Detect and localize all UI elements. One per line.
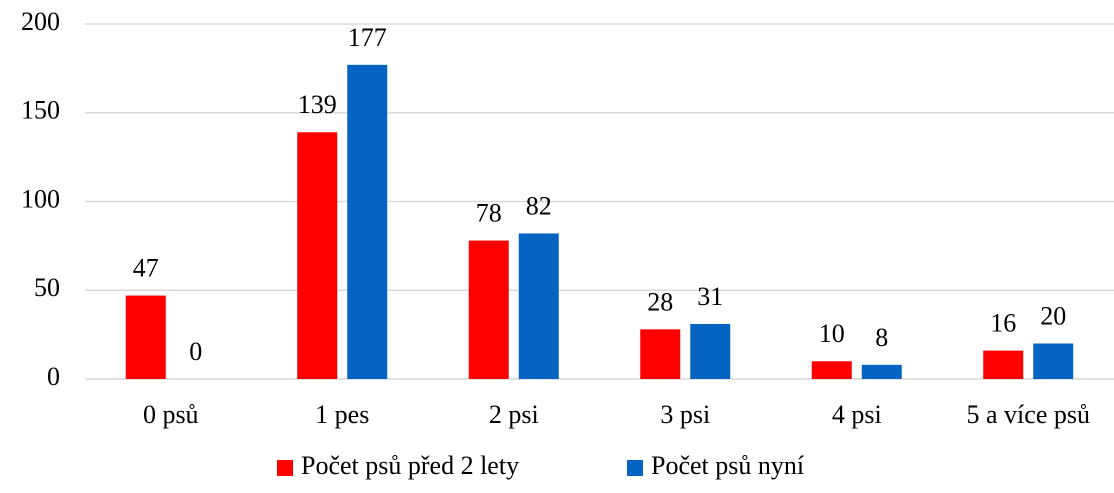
y-tick-label: 100 [21,184,60,213]
data-label: 31 [697,282,723,311]
bar [1033,343,1074,379]
bar [983,350,1024,379]
x-tick-label: 2 psi [489,400,539,429]
y-tick-label: 200 [21,7,60,36]
data-label: 82 [526,191,552,220]
bar [125,295,166,379]
y-tick-label: 0 [47,362,60,391]
bar [640,329,681,379]
data-label: 20 [1040,301,1066,330]
bar [861,364,902,379]
data-label: 47 [133,254,159,283]
bar [690,323,731,379]
data-label: 8 [875,323,888,352]
x-tick-label: 1 pes [315,400,369,429]
data-label: 177 [348,23,387,52]
x-tick-label: 4 psi [832,400,882,429]
x-tick-label: 5 a více psů [967,400,1090,429]
data-label: 28 [647,287,673,316]
bar [468,240,509,379]
legend-swatch [627,460,643,476]
legend-label: Počet psů před 2 lety [301,451,519,480]
bar [297,132,338,379]
y-tick-label: 50 [34,273,60,302]
data-label: 10 [819,319,845,348]
bar [811,361,852,379]
legend-swatch [277,460,293,476]
x-tick-label: 0 psů [143,400,199,429]
legend-label: Počet psů nyní [651,451,804,480]
data-label: 0 [189,337,202,366]
data-label: 78 [476,199,502,228]
data-label: 16 [990,309,1016,338]
x-tick-label: 3 psi [660,400,710,429]
bar [347,64,388,379]
bar [518,233,559,379]
data-label: 139 [298,90,337,119]
y-tick-label: 150 [21,96,60,125]
